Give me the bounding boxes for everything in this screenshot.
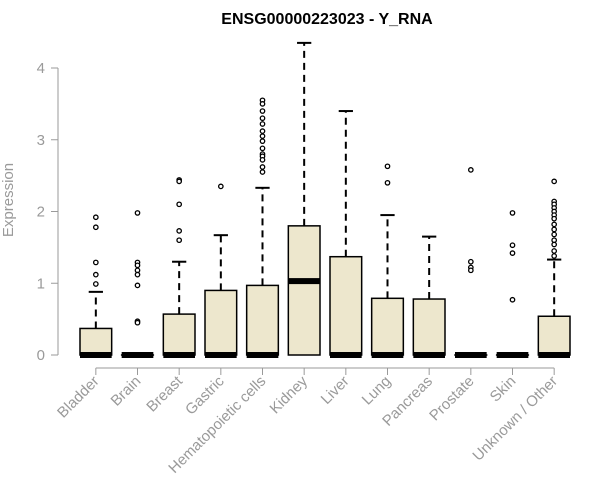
box-group <box>495 210 530 358</box>
box-group <box>370 163 405 358</box>
outlier-point <box>92 259 99 266</box>
median-line <box>371 352 404 358</box>
median-line <box>121 352 154 358</box>
box-group <box>245 97 280 358</box>
median-line <box>246 352 279 358</box>
box-group <box>537 178 571 358</box>
outlier-point <box>259 145 266 152</box>
outlier-point <box>551 226 558 233</box>
box-group <box>162 177 196 358</box>
outlier-point <box>134 210 141 216</box>
y-axis-label: Expression <box>0 163 17 237</box>
outlier-point <box>134 271 141 278</box>
x-tick-label: Lung <box>359 373 395 409</box>
box <box>245 284 280 356</box>
outlier-point <box>92 281 99 287</box>
outlier-point <box>176 178 183 185</box>
outlier-point <box>259 169 266 175</box>
box <box>412 298 446 356</box>
outlier-point <box>176 237 183 244</box>
box <box>370 297 405 356</box>
x-tick-label: Brain <box>108 373 145 410</box>
y-tick-label: 3 <box>37 132 45 149</box>
box-group <box>329 110 363 358</box>
outlier-point <box>176 201 183 208</box>
outlier-point <box>134 262 141 269</box>
box <box>79 327 113 356</box>
outlier-point <box>551 231 558 238</box>
box-group <box>120 210 155 358</box>
outlier-point <box>467 167 474 173</box>
box <box>329 255 363 356</box>
x-tick-label: Prostate <box>426 373 478 425</box>
y-axis: 0 1 2 3 4 <box>37 60 59 364</box>
median-line <box>330 352 362 358</box>
outlier-point <box>551 178 558 185</box>
outlier-point <box>259 128 266 134</box>
outlier-point <box>92 224 99 231</box>
y-tick-label: 1 <box>37 275 45 292</box>
x-tick-label: Kidney <box>267 372 312 417</box>
median-line <box>80 352 112 358</box>
outlier-point <box>217 183 224 190</box>
outlier-point <box>92 214 99 221</box>
box-group <box>79 214 113 358</box>
outlier-point <box>509 250 516 256</box>
outlier-point <box>134 282 141 289</box>
outlier-point <box>509 210 516 216</box>
outlier-point <box>551 221 558 228</box>
outlier-point <box>467 267 474 274</box>
median-line <box>205 352 237 358</box>
x-tick-label: Breast <box>143 372 186 415</box>
outlier-point <box>467 258 474 265</box>
outlier-point <box>384 163 391 170</box>
box <box>537 315 571 356</box>
outlier-point <box>551 241 558 248</box>
outlier-point <box>551 253 558 259</box>
outlier-point <box>259 108 266 114</box>
median-line <box>413 352 445 358</box>
box <box>287 225 321 356</box>
outlier-point <box>176 228 183 234</box>
outlier-point <box>551 248 558 254</box>
x-tick-label: Bladder <box>54 373 103 422</box>
median-line <box>163 352 195 358</box>
box-series <box>79 41 571 358</box>
median-line <box>455 352 487 358</box>
y-tick-label: 2 <box>37 204 45 221</box>
outlier-point <box>509 242 516 249</box>
box-group <box>412 235 446 358</box>
outlier-point <box>551 215 558 222</box>
x-tick-label: Liver <box>318 373 353 408</box>
median-line <box>496 352 529 358</box>
outlier-point <box>259 115 266 122</box>
outlier-point <box>259 156 266 163</box>
median-line <box>288 278 320 285</box>
outlier-point <box>259 164 266 170</box>
y-tick-label: 4 <box>37 60 45 77</box>
outlier-point <box>92 271 99 278</box>
outlier-point <box>259 133 266 140</box>
box <box>162 313 196 356</box>
x-tick-label: Skin <box>487 373 520 406</box>
outlier-point <box>384 179 391 186</box>
chart-title: ENSG00000223023 - Y_RNA <box>221 11 433 28</box>
median-line <box>538 352 570 358</box>
outlier-point <box>259 121 266 127</box>
box <box>204 289 238 356</box>
outlier-point <box>259 101 266 107</box>
y-tick-label: 0 <box>37 347 45 364</box>
box-group <box>204 183 238 358</box>
outlier-point <box>509 296 516 303</box>
outlier-point <box>134 319 141 326</box>
box-group <box>454 167 488 358</box>
outlier-point <box>259 138 266 145</box>
box-group <box>287 41 321 356</box>
